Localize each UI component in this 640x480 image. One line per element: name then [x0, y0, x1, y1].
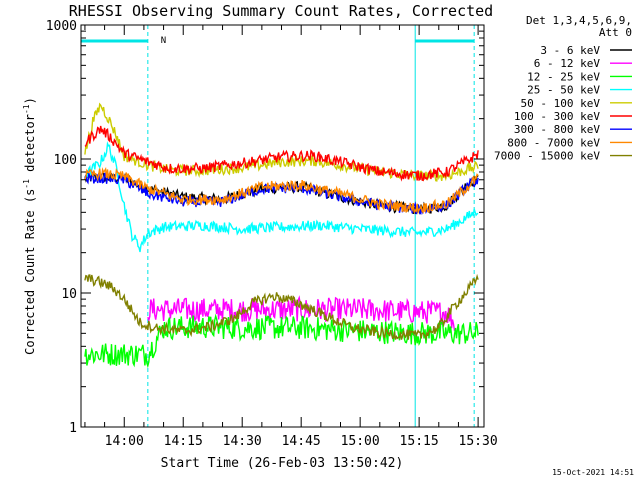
legend-label-6: 300 - 800 keV — [514, 123, 600, 136]
legend-label-3: 25 - 50 keV — [527, 84, 600, 97]
legend-label-2: 12 - 25 keV — [527, 70, 600, 83]
night-bands: N — [81, 25, 475, 427]
legend-label-1: 6 - 12 keV — [534, 57, 601, 70]
series-line-3 — [84, 141, 479, 253]
legend-label-7: 800 - 7000 keV — [507, 136, 600, 149]
legend-header-line-2: Att 0 — [599, 26, 632, 39]
x-axis-label: Start Time (26-Feb-03 13:50:42) — [161, 456, 404, 471]
x-tick-label-6: 15:30 — [459, 434, 498, 449]
x-tick-label-2: 14:30 — [223, 434, 262, 449]
y-label-part-1: Corrected Count Rate (s — [23, 189, 37, 355]
x-axis: 14:00 14:15 14:30 14:45 15:00 15:15 15:30 — [84, 25, 498, 449]
series-line-7 — [84, 166, 479, 215]
x-tick-label-1: 14:15 — [164, 434, 203, 449]
y-label-part-2: detector — [23, 114, 37, 179]
y-axis: 1 10 100 1000 — [46, 19, 484, 436]
x-tick-label-5: 15:15 — [400, 434, 439, 449]
y-label-sup-2: -1 — [22, 104, 31, 114]
y-label-sup-1: -1 — [22, 179, 31, 189]
x-tick-label-4: 15:00 — [341, 434, 380, 449]
series-line-4 — [84, 102, 479, 182]
series-line-2 — [84, 313, 479, 369]
series-layer — [84, 102, 479, 369]
y-axis-label: Corrected Count Rate (s-1 detector-1) — [22, 97, 37, 355]
legend-label-8: 7000 - 15000 keV — [494, 150, 600, 163]
y-tick-label-2: 100 — [54, 153, 77, 168]
footer-date: 15-Oct-2021 14:51 — [552, 468, 634, 477]
x-tick-label-0: 14:00 — [105, 434, 144, 449]
chart-title: RHESSI Observing Summary Count Rates, Co… — [69, 2, 493, 20]
y-tick-label-0: 1 — [69, 421, 77, 436]
plot-frame — [80, 24, 485, 428]
series-line-1 — [147, 295, 456, 331]
legend-label-5: 100 - 300 keV — [514, 110, 600, 123]
attenuator-marker-label: N — [161, 36, 166, 46]
series-line-8 — [84, 273, 479, 341]
series-line-5 — [84, 125, 479, 182]
y-tick-label-1: 10 — [61, 287, 77, 302]
legend-header-line-1: Det 1,3,4,5,6,9, — [526, 14, 632, 27]
y-label-part-3: ) — [23, 97, 37, 104]
legend-label-0: 3 - 6 keV — [540, 44, 600, 57]
legend-label-4: 50 - 100 keV — [521, 97, 601, 110]
y-tick-label-3: 1000 — [46, 19, 77, 34]
x-tick-label-3: 14:45 — [282, 434, 321, 449]
